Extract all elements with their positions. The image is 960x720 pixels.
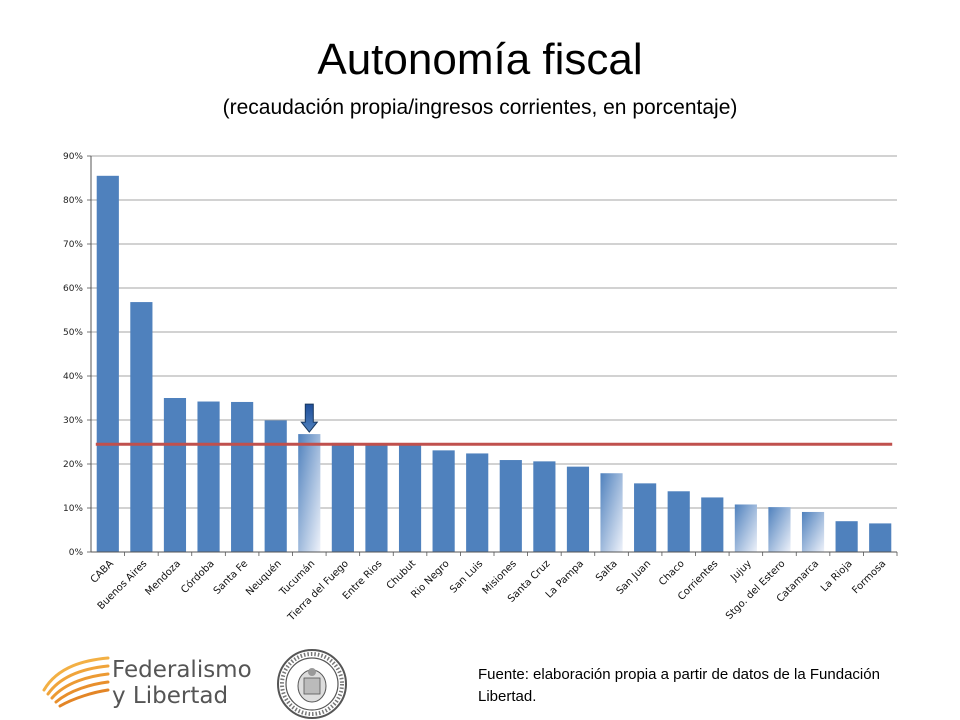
category-label: Formosa xyxy=(850,558,888,596)
category-label: Córdoba xyxy=(178,558,216,596)
bar xyxy=(365,444,388,552)
bar xyxy=(600,473,623,552)
y-axis-ticks: 0% 10% 20% 30% 40% 50% 60% 70% 80% 90% xyxy=(63,152,91,558)
category-label: San Luis xyxy=(448,558,485,595)
y-tick-label: 10% xyxy=(63,504,83,514)
y-tick-label: 60% xyxy=(63,284,83,294)
bar xyxy=(130,302,153,552)
category-label: CABA xyxy=(89,558,116,585)
bar xyxy=(466,453,489,552)
bar xyxy=(701,497,724,552)
chart-title: Autonomía fiscal xyxy=(317,35,643,84)
y-tick-label: 20% xyxy=(63,460,83,470)
category-label: Salta xyxy=(594,558,620,584)
bar xyxy=(264,420,287,552)
bar xyxy=(768,507,791,552)
bar xyxy=(96,175,119,553)
y-tick-label: 80% xyxy=(63,196,83,206)
bar xyxy=(398,444,422,552)
bar xyxy=(734,504,757,552)
bar xyxy=(331,442,354,552)
y-tick-label: 0% xyxy=(69,548,84,558)
category-label: Chaco xyxy=(657,558,687,588)
gridlines xyxy=(91,155,897,509)
bar xyxy=(801,511,825,552)
logo-text-line2: y Libertad xyxy=(112,683,229,709)
bar xyxy=(163,398,187,552)
bar xyxy=(298,434,321,552)
y-tick-label: 70% xyxy=(63,240,83,250)
bar xyxy=(869,523,892,552)
bar xyxy=(231,401,254,552)
overlay xyxy=(95,403,893,446)
book-pages-icon xyxy=(42,656,110,708)
y-tick-label: 30% xyxy=(63,416,83,426)
logo-text-line1: Federalismo xyxy=(112,657,252,683)
university-seal xyxy=(277,649,347,719)
federalismo-logo xyxy=(42,656,110,708)
bars xyxy=(96,175,892,553)
bar xyxy=(533,461,556,552)
bar xyxy=(566,466,590,552)
y-tick-label: 40% xyxy=(63,372,83,382)
category-label: Chubut xyxy=(385,558,418,591)
category-label: Stgo. del Estero xyxy=(724,558,788,622)
bar xyxy=(667,491,690,552)
y-tick-label: 50% xyxy=(63,328,83,338)
bar-chart: 0% 10% 20% 30% 40% 50% 60% 70% 80% 90% CABABuenos… xyxy=(63,152,898,624)
bar xyxy=(197,401,220,552)
chart-subtitle: (recaudación propia/ingresos corrientes,… xyxy=(222,96,738,119)
bar xyxy=(499,460,522,552)
category-label: Jujuy xyxy=(728,558,754,584)
source-note: Fuente: elaboración propia a partir de d… xyxy=(478,666,880,705)
y-tick-label: 90% xyxy=(63,152,83,162)
category-label: San Juan xyxy=(615,558,654,597)
bar xyxy=(835,521,858,552)
category-label: Neuquén xyxy=(243,558,283,598)
bar xyxy=(634,483,657,552)
bar xyxy=(432,450,455,552)
category-label: Mendoza xyxy=(144,558,184,598)
category-label: Tierra del Fuego xyxy=(285,558,351,624)
down-arrow-icon xyxy=(300,403,319,433)
